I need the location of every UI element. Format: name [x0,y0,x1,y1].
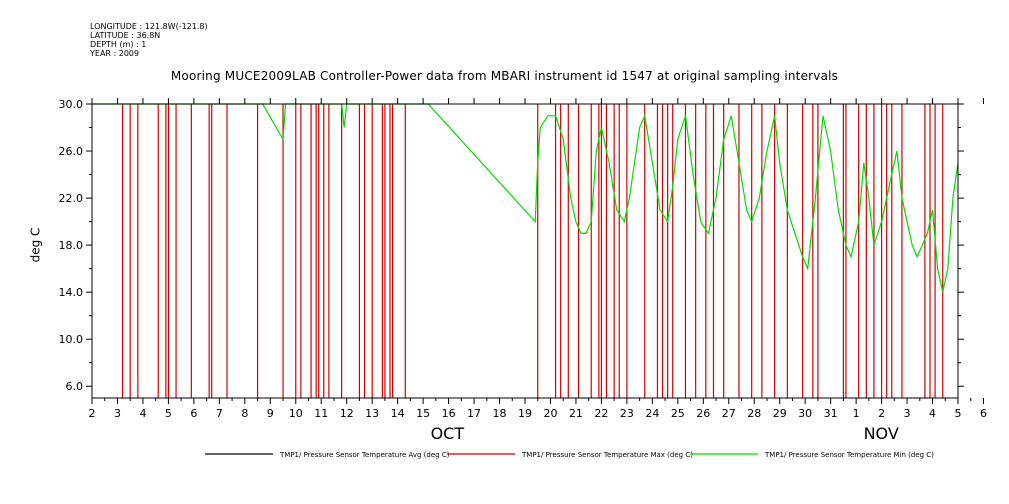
chart-title: Mooring MUCE2009LAB Controller-Power dat… [170,69,839,83]
x-tick-label: 19 [518,407,532,420]
x-tick-label: 3 [904,407,911,420]
x-tick-label: 4 [139,407,146,420]
x-tick-label: 6 [980,407,987,420]
x-tick-label: 16 [442,407,456,420]
month-label: NOV [863,424,899,443]
longitude-text: LONGITUDE : 121.8W(-121.8) [90,22,208,31]
depth-text: DEPTH (m) : 1 [90,40,147,49]
x-tick-label: 17 [467,407,481,420]
x-tick-label: 6 [190,407,197,420]
legend-label: TMP1/ Pressure Sensor Temperature Min (d… [764,451,934,459]
x-tick-label: 27 [722,407,736,420]
x-tick-label: 30 [798,407,812,420]
axes-layer: 6.010.014.018.022.026.030.02 3 4 5 6 7 8 9 10 11 1… [59,98,987,420]
x-tick-label: 9 [267,407,274,420]
x-tick-label: 4 [929,407,936,420]
x-tick-label: 1 [853,407,860,420]
x-tick-label: 2 [878,407,885,420]
x-tick-label: 13 [365,407,379,420]
metadata-block: LONGITUDE : 121.8W(-121.8) LATITUDE : 36… [90,22,208,58]
x-tick-label: 18 [493,407,507,420]
x-tick-label: 29 [773,407,787,420]
x-tick-label: 28 [747,407,761,420]
plot-series-layer [92,103,959,398]
x-tick-label: 5 [165,407,172,420]
y-tick-label: 30.0 [59,98,84,111]
x-tick-label: 14 [391,407,405,420]
x-tick-label: 10 [289,407,303,420]
y-tick-label: 10.0 [59,333,84,346]
legend-label: TMP1/ Pressure Sensor Temperature Avg (d… [279,451,450,459]
x-tick-label: 11 [314,407,328,420]
y-tick-label: 26.0 [59,145,84,158]
x-tick-label: 25 [671,407,685,420]
x-tick-label: 24 [645,407,659,420]
x-tick-label: 3 [114,407,121,420]
plot-frame [91,103,959,399]
y-tick-label: 22.0 [59,192,84,205]
x-tick-label: 26 [696,407,710,420]
x-tick-label: 2 [89,407,96,420]
x-tick-label: 22 [594,407,608,420]
x-tick-label: 15 [416,407,430,420]
x-tick-label: 21 [569,407,583,420]
legend-label: TMP1/ Pressure Sensor Temperature Max (d… [521,451,693,459]
year-text: YEAR : 2009 [90,49,140,58]
x-tick-label: 12 [340,407,354,420]
y-tick-label: 18.0 [59,239,84,252]
legend-layer: TMP1/ Pressure Sensor Temperature Avg (d… [205,451,934,459]
min-series-line [92,103,959,293]
x-tick-label: 7 [216,407,223,420]
x-tick-label: 5 [955,407,962,420]
x-tick-label: 23 [620,407,634,420]
x-tick-label: 31 [824,407,838,420]
latitude-text: LATITUDE : 36.8N [90,31,161,40]
x-tick-label: 20 [543,407,557,420]
x-tick-label: 8 [241,407,248,420]
y-tick-label: 6.0 [66,380,84,393]
month-label: OCT [430,424,465,443]
y-tick-label: 14.0 [59,286,84,299]
